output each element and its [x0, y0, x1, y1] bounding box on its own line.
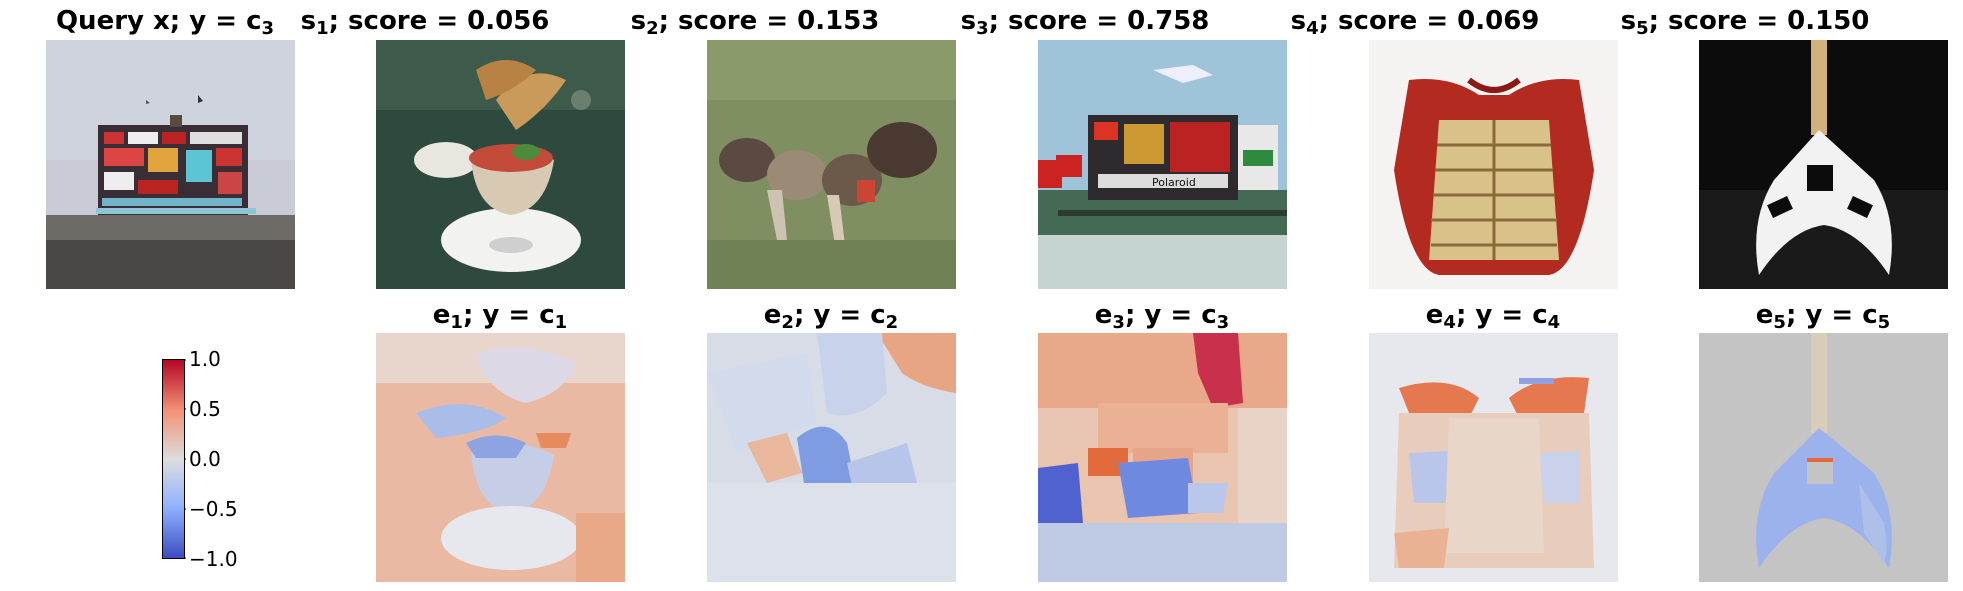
explanation-title-2: e2; y = c2 — [763, 300, 899, 333]
sample-image-1-dessert — [376, 40, 625, 289]
colorbar-tick-label: 0.5 — [189, 397, 221, 421]
explanation-heatmap-4 — [1369, 333, 1618, 582]
explanation-title-1: e1; y = c1 — [432, 300, 568, 333]
colorbar-tick-label: −1.0 — [189, 547, 238, 571]
query-image-scoreboard — [46, 40, 295, 289]
explanation-title-3: e3; y = c3 — [1094, 300, 1230, 333]
explanation-heatmap-5 — [1699, 333, 1948, 582]
sample-image-5-guitar — [1699, 40, 1948, 289]
colorbar-gradient — [162, 359, 190, 559]
explanation-heatmap-2 — [707, 333, 956, 582]
colorbar-tick-label: 1.0 — [189, 347, 221, 371]
explanation-title-4: e4; y = c4 — [1425, 300, 1561, 333]
sample-image-4-armor — [1369, 40, 1618, 289]
colorbar-tick-label: 0.0 — [189, 447, 221, 471]
sample-image-3-stadium: Polaroid — [1038, 40, 1287, 289]
query-image-graphic — [46, 40, 295, 289]
explanation-title-5: e5; y = c5 — [1755, 300, 1891, 333]
colorbar-tick-label: −0.5 — [189, 497, 238, 521]
query-title: Query x; y = c3 — [55, 6, 275, 39]
sample-title-3: s3; score = 0.758 — [960, 6, 1210, 39]
sample-title-4: s4; score = 0.069 — [1290, 6, 1540, 39]
sample-title-5: s5; score = 0.150 — [1620, 6, 1870, 39]
sample-title-2: s2; score = 0.153 — [630, 6, 880, 39]
svg-text:Polaroid: Polaroid — [1152, 176, 1196, 189]
colorbar: 1.0 0.5 0.0 −0.5 −1.0 — [162, 347, 282, 571]
explanation-heatmap-3 — [1038, 333, 1287, 582]
sample-image-2-dogs — [707, 40, 956, 289]
sample-title-1: s1; score = 0.056 — [300, 6, 550, 39]
explanation-heatmap-1 — [376, 333, 625, 582]
